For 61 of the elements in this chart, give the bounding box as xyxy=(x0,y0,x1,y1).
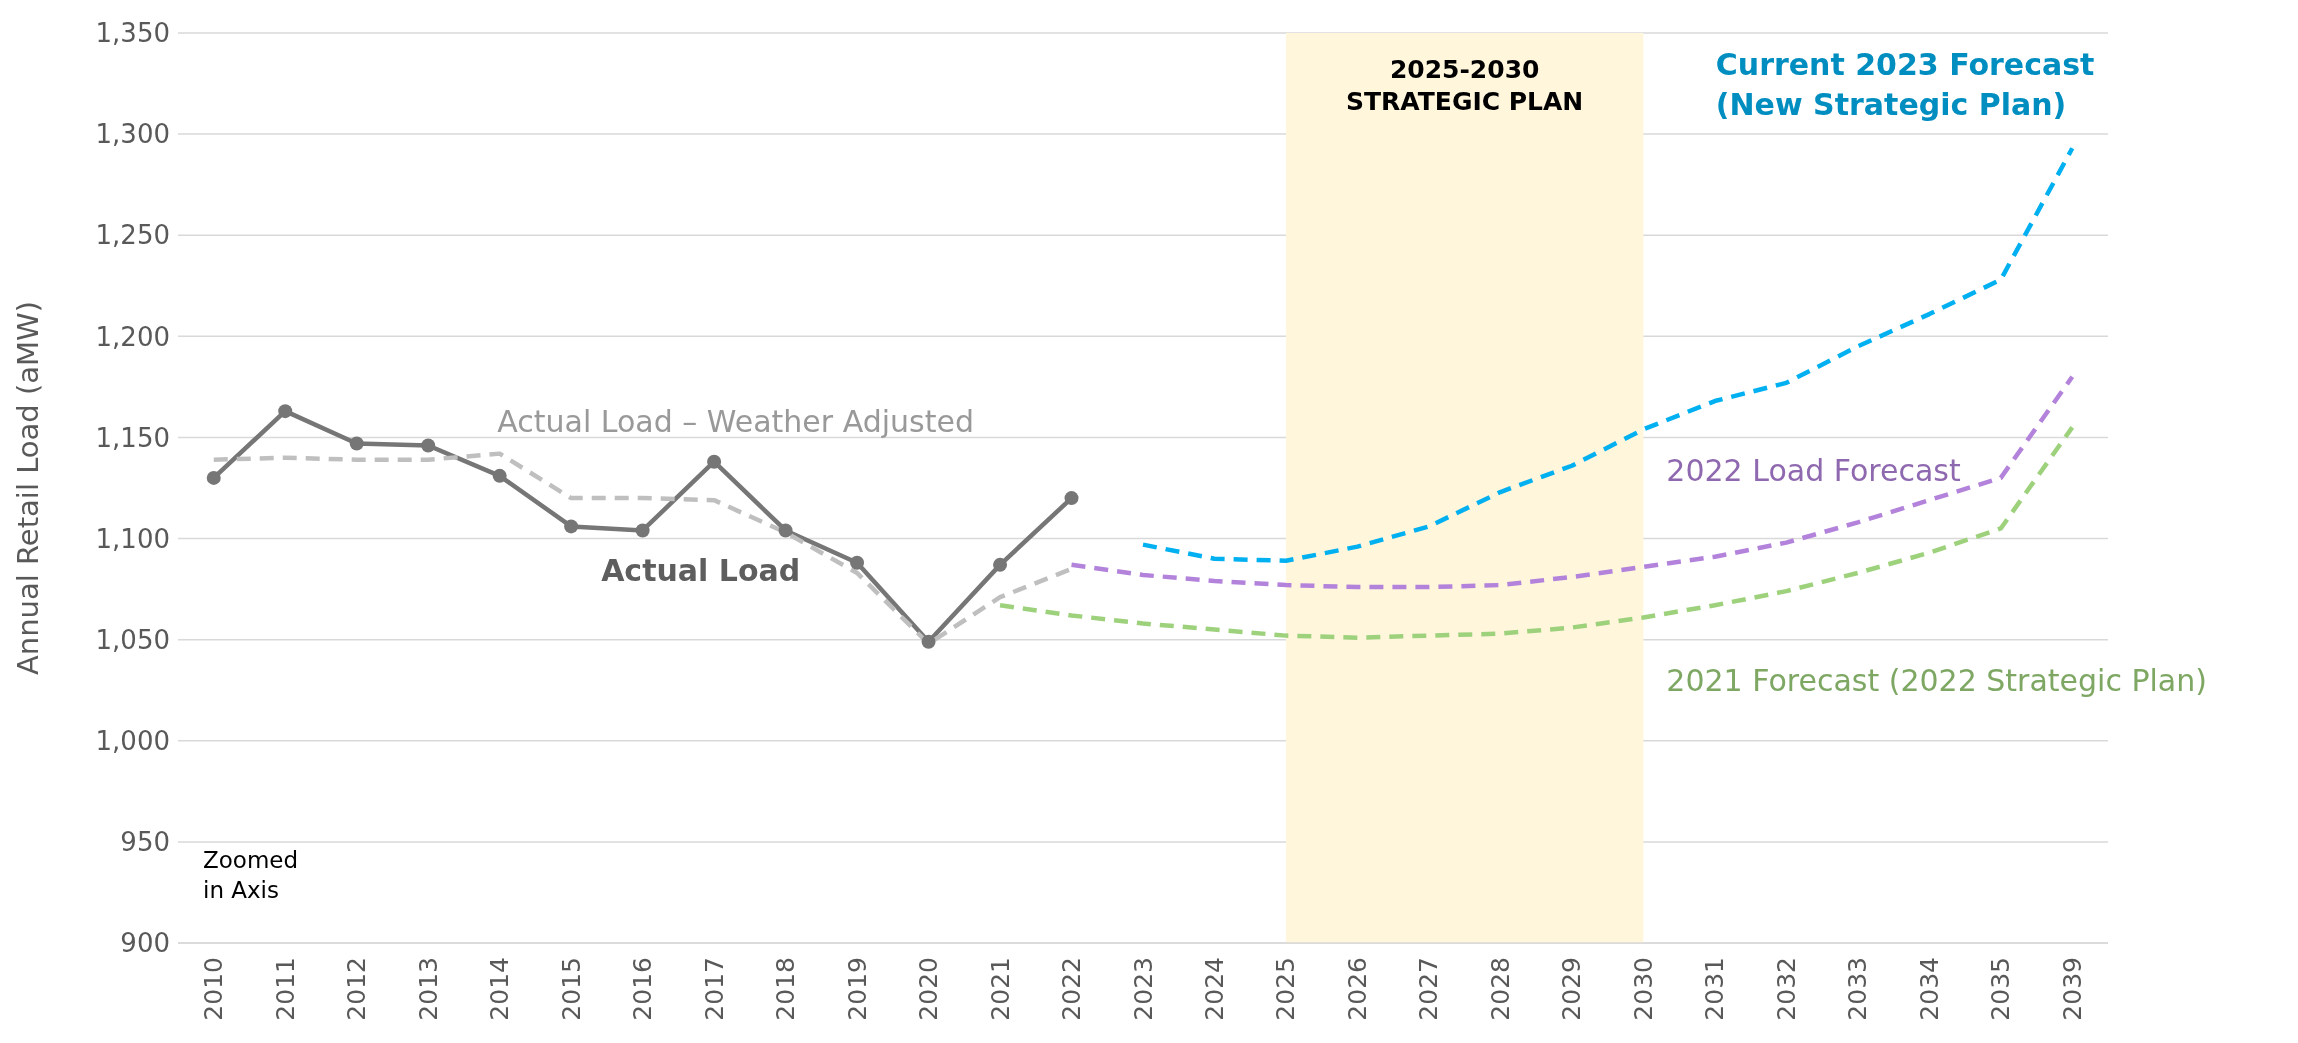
x-tick-label: 2016 xyxy=(628,957,658,1021)
x-tick-label: 2018 xyxy=(771,957,801,1021)
point xyxy=(564,519,579,534)
point xyxy=(492,468,507,483)
x-tick-label: 2019 xyxy=(842,957,872,1021)
point xyxy=(206,470,221,485)
x-tick-label: 2031 xyxy=(1700,957,1730,1021)
x-tick-label: 2022 xyxy=(1057,957,1087,1021)
x-tick-label: 2023 xyxy=(1128,957,1158,1021)
x-tick-label: 2027 xyxy=(1414,957,1444,1021)
x-tick-label: 2032 xyxy=(1771,957,1801,1021)
point xyxy=(921,634,936,649)
y-tick-label: 1,100 xyxy=(95,523,170,554)
series-label: 2022 Load Forecast xyxy=(1666,452,1961,488)
point xyxy=(278,404,293,419)
series-label: 2021 Forecast (2022 Strategic Plan) xyxy=(1666,663,2207,699)
series-label: Actual Load – Weather Adjusted xyxy=(497,404,974,440)
point xyxy=(993,557,1008,572)
point xyxy=(421,438,436,453)
x-tick-label: 2015 xyxy=(556,957,586,1021)
y-tick-label: 1,050 xyxy=(95,624,170,655)
x-tick-label: 2014 xyxy=(485,957,515,1021)
x-tick-label: 2034 xyxy=(1914,957,1944,1021)
x-tick-label: 2011 xyxy=(270,957,300,1021)
line-series xyxy=(1140,146,2075,564)
point xyxy=(707,454,722,469)
x-tick-label: 2017 xyxy=(699,957,729,1021)
x-tick-label: 2025 xyxy=(1271,957,1301,1021)
x-tick-label: 2028 xyxy=(1485,957,1515,1021)
x-tick-label: 2010 xyxy=(199,957,229,1021)
y-tick-label: 950 xyxy=(120,827,170,858)
point xyxy=(1064,491,1079,506)
y-tick-label: 900 xyxy=(120,928,170,959)
x-tick-label: 2035 xyxy=(1986,957,2016,1021)
point xyxy=(850,555,865,570)
x-tick-label: 2021 xyxy=(985,957,1015,1021)
line-series xyxy=(997,425,2075,640)
y-tick-label: 1,000 xyxy=(95,726,170,757)
band-label: 2025-2030 STRATEGIC PLAN xyxy=(1346,55,1584,116)
x-tick-label: 2029 xyxy=(1557,957,1587,1021)
y-tick-label: 1,350 xyxy=(95,18,170,49)
y-axis-title: Annual Retail Load (aMW) xyxy=(11,300,46,676)
point xyxy=(349,436,364,451)
x-tick-label: 2033 xyxy=(1843,957,1873,1021)
x-tick-label: 2024 xyxy=(1199,957,1229,1021)
y-tick-label: 1,300 xyxy=(95,119,170,150)
series-label: Current 2023 Forecast (New Strategic Plan) xyxy=(1715,46,2095,122)
x-tick-label: 2039 xyxy=(2057,957,2087,1021)
x-tick-label: 2012 xyxy=(342,957,372,1021)
x-tick-label: 2020 xyxy=(914,957,944,1021)
x-tick-label: 2026 xyxy=(1342,957,1372,1021)
series-label: Actual Load xyxy=(601,553,801,589)
point xyxy=(635,523,650,538)
x-tick-label: 2030 xyxy=(1628,957,1658,1021)
point xyxy=(778,523,793,538)
x-tick-label: 2013 xyxy=(413,957,443,1021)
y-tick-label: 1,150 xyxy=(95,422,170,453)
y-tick-label: 1,250 xyxy=(95,220,170,251)
line-series xyxy=(1069,374,2075,590)
y-tick-label: 1,200 xyxy=(95,321,170,352)
annotation: Zoomed in Axis xyxy=(203,847,299,903)
